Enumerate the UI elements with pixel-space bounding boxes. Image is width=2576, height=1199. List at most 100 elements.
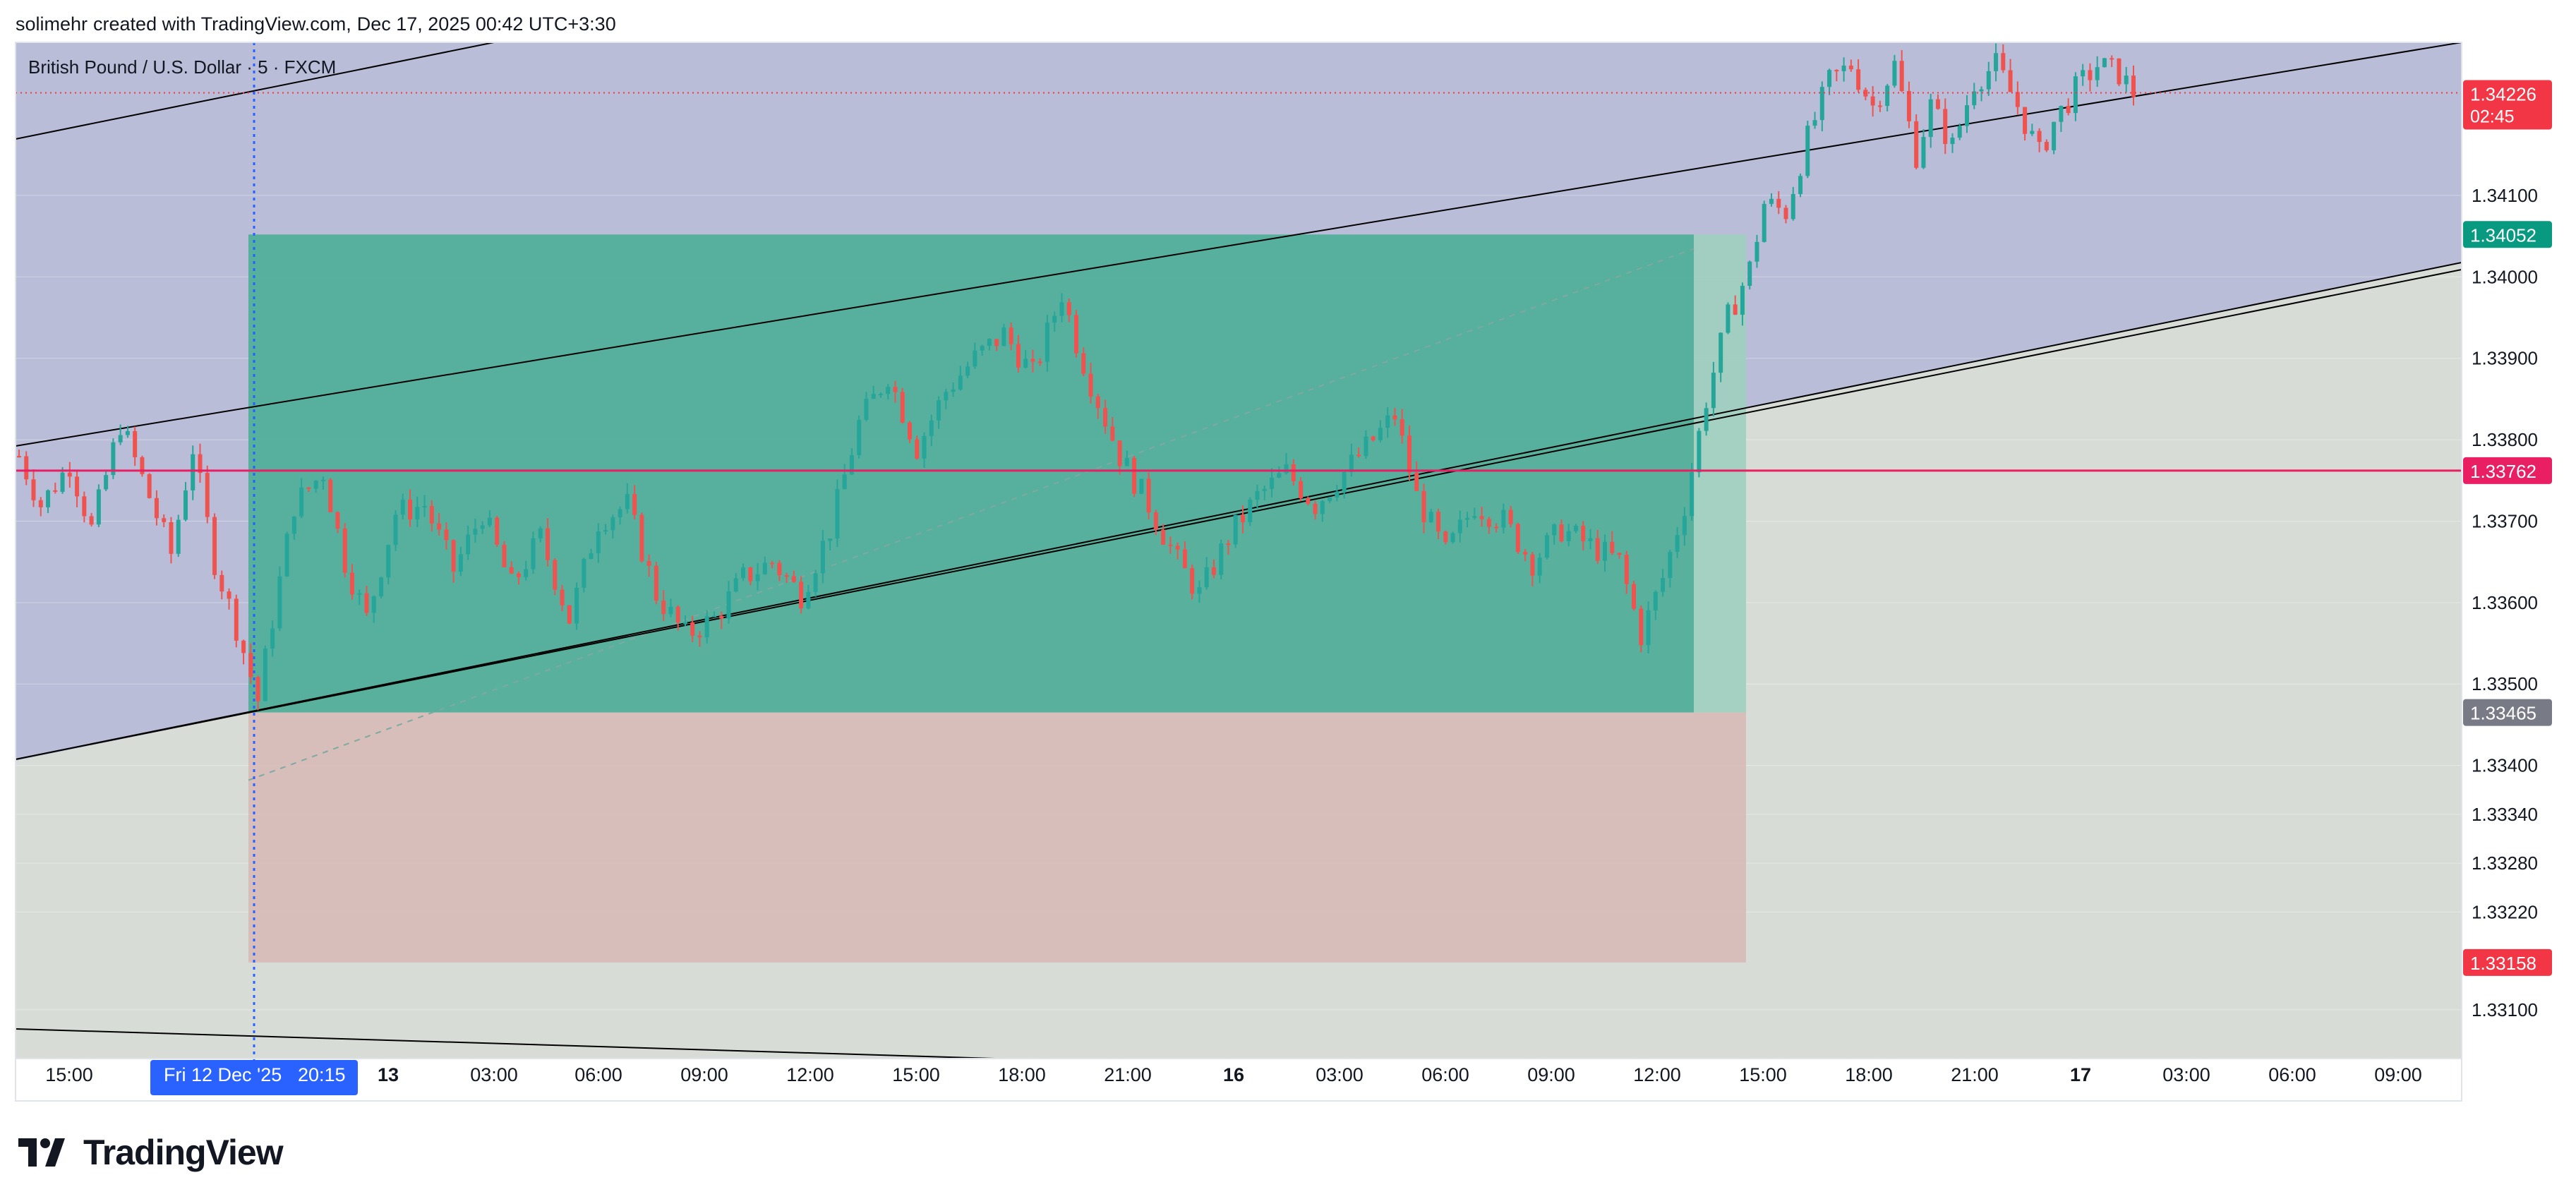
candle-body [1668, 552, 1673, 579]
candle-body [1841, 65, 1846, 71]
candle-body [1428, 512, 1433, 522]
candle-body [415, 507, 420, 520]
brand-footer[interactable]: TradingView [18, 1128, 284, 1177]
candle-body [1175, 546, 1180, 550]
symbol-legend: British Pound / U.S. Dollar · 5 · FXCM [28, 56, 336, 78]
candle-body [1494, 526, 1499, 529]
chart-header: solimehr created with TradingView.com, Dec… [16, 10, 622, 38]
candle-body [1675, 535, 1680, 553]
candle-body [1848, 65, 1853, 70]
target-zone [248, 234, 1694, 713]
candle-body [1436, 512, 1441, 532]
candle-body [1486, 519, 1491, 527]
candle-body [2109, 58, 2114, 60]
candle-body [1407, 435, 1412, 473]
candle-body [668, 606, 673, 615]
candle-body [893, 387, 898, 392]
candle-body [560, 589, 565, 605]
candle-body [994, 339, 999, 347]
candle-body [1769, 198, 1774, 204]
candle-body [1356, 454, 1361, 457]
candle-body [162, 518, 167, 522]
candle-body [1472, 516, 1477, 518]
candle-body [965, 366, 970, 376]
time-tick-label: 21:00 [1104, 1064, 1152, 1085]
candle-body [1726, 304, 1731, 333]
trend-line [16, 1028, 996, 1059]
created-with-text: created with TradingView.com, [93, 13, 351, 35]
time-tick-label: 09:00 [2374, 1064, 2422, 1085]
candle-body [408, 500, 413, 520]
candle-body [1733, 304, 1738, 315]
candle-body [1928, 99, 1933, 138]
candle-body [973, 350, 977, 367]
candle-body [610, 517, 615, 531]
candle-body [1704, 408, 1709, 431]
candle-body [1790, 193, 1795, 219]
candle-body [1697, 430, 1702, 473]
candle-body [386, 545, 391, 578]
candle-body [1465, 517, 1470, 520]
candle-body [1812, 120, 1817, 126]
candle-body [248, 653, 253, 677]
candle-body [299, 487, 304, 517]
candle-body [1219, 543, 1224, 575]
symbol-title: British Pound / U.S. Dollar · 5 · FXCM [28, 56, 336, 78]
candle-body [1559, 524, 1564, 541]
candle-body [393, 514, 398, 546]
price-tick-label: 1.33800 [2472, 429, 2538, 450]
candle-body [755, 574, 760, 582]
candle-body [1661, 578, 1666, 592]
candle-body [1450, 533, 1455, 543]
author-name[interactable]: solimehr [16, 13, 88, 35]
candle-body [1139, 478, 1144, 494]
price-tick-label: 1.33700 [2472, 510, 2538, 531]
candle-body [1994, 53, 1999, 71]
candle-body [1066, 302, 1071, 315]
candle-body [284, 534, 289, 577]
candle-body [546, 528, 550, 560]
candle-body [313, 481, 318, 489]
candle-body [661, 601, 666, 615]
candle-body [741, 567, 746, 579]
trend-line [16, 262, 2462, 760]
candle-body [1328, 497, 1332, 502]
candle-body [1299, 481, 1304, 499]
candle-body [1624, 555, 1629, 584]
candle-body [2037, 131, 2042, 143]
candle-body [1059, 302, 1064, 316]
candle-body [1639, 608, 1644, 646]
candle-body [1537, 558, 1542, 576]
candle-body [1943, 109, 1948, 145]
candle-body [639, 514, 644, 562]
candle-body [437, 523, 442, 530]
candle-body [1523, 552, 1528, 555]
candle-body [1161, 529, 1166, 545]
candle-body [675, 606, 680, 623]
crosshair-time-label [150, 1060, 358, 1095]
candle-body [1204, 567, 1209, 588]
time-tick-label: 06:00 [574, 1064, 622, 1085]
candle-body [1986, 71, 1991, 90]
candle-body [1682, 516, 1687, 536]
candle-body [1979, 89, 1984, 92]
candle-body [2095, 67, 2100, 80]
candle-body [871, 394, 876, 399]
candle-body [169, 522, 174, 554]
candle-body [89, 516, 94, 525]
candle-body [589, 553, 594, 559]
time-tick-label: 12:00 [1633, 1064, 1681, 1085]
price-tick-label: 1.34000 [2472, 266, 2538, 287]
trend-line [16, 42, 495, 140]
candle-body [2052, 121, 2057, 150]
price-label-target [2463, 221, 2552, 248]
candle-body [38, 500, 43, 507]
candle-body [502, 544, 507, 567]
candle-body [1132, 457, 1137, 494]
candle-body [335, 512, 340, 529]
price-label-countdown: 02:45 [2470, 107, 2515, 127]
candle-body [125, 430, 130, 435]
candle-body [1617, 553, 1622, 555]
crosshair-time-date: Fri 12 Dec '25 [164, 1064, 282, 1085]
